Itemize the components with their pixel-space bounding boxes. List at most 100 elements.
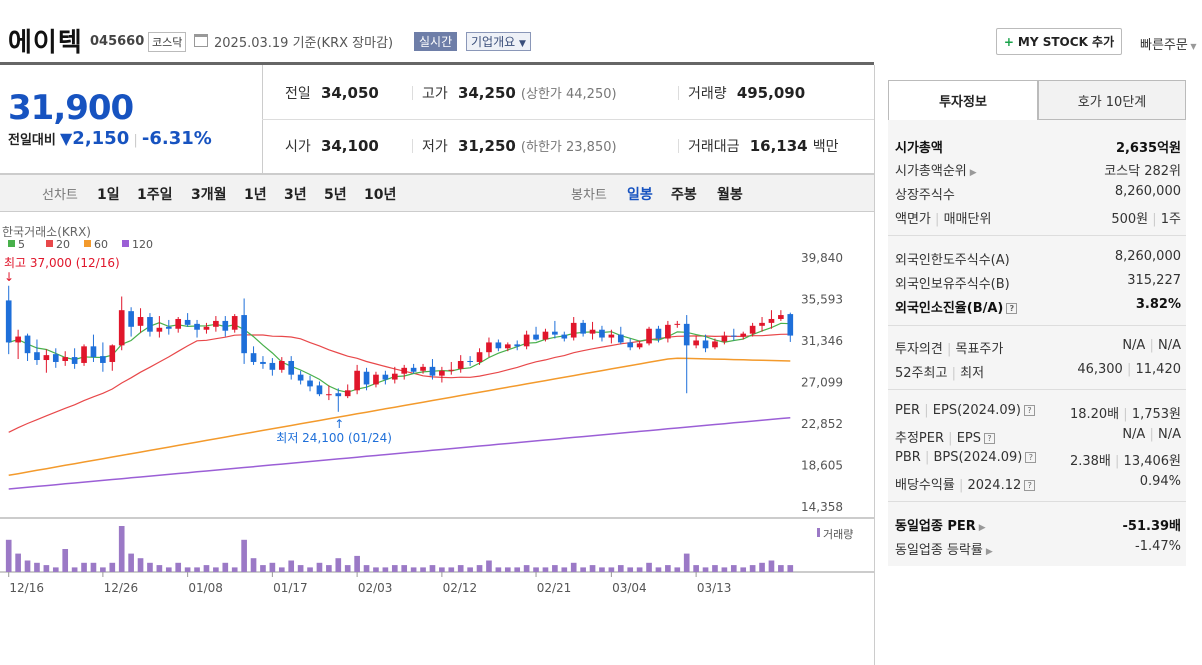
industry-change-row[interactable]: 동일업종 등락률 ▶ -1.47% (895, 539, 1181, 558)
candle-body (608, 334, 615, 338)
volume-bar (589, 565, 596, 572)
volume-bar (278, 567, 285, 572)
stat-divider (678, 139, 679, 153)
current-price: 31,900 (8, 88, 134, 128)
period-bar (0, 174, 874, 212)
volume-bar (62, 549, 69, 572)
candle-body (137, 317, 144, 326)
x-tick-label: 02/12 (443, 581, 478, 595)
volume-bar (175, 562, 182, 572)
volume-bar (627, 567, 634, 572)
x-tick-label: 02/21 (537, 581, 572, 595)
candle-body (250, 353, 257, 362)
candle-body (476, 352, 483, 362)
volume-bar (504, 567, 511, 572)
candle-body (655, 328, 662, 339)
y-tick-label: 27,099 (801, 376, 843, 390)
open-price: 시가 34,100 (285, 137, 379, 155)
y-tick-label: 18,605 (801, 459, 843, 473)
legend-label: 20 (56, 238, 70, 251)
candle-weekly[interactable]: 주봉 (671, 187, 697, 203)
candle-body (43, 355, 50, 361)
quick-order-button[interactable]: 빠른주문 ▼ (1140, 34, 1197, 53)
tab-invest-info[interactable]: 투자정보 (888, 80, 1038, 120)
volume-bar (721, 567, 728, 572)
foreign-limit-row: 외국인한도주식수(A) 8,260,000 (895, 249, 1181, 268)
chevron-right-icon: ▶ (969, 168, 977, 178)
par-row: 액면가 | 매매단위 500원 | 1주 (895, 212, 1181, 227)
add-mystock-button[interactable]: + MY STOCK 추가 (996, 28, 1122, 55)
candle-body (34, 352, 40, 361)
calendar-icon (194, 34, 208, 47)
volume-bar (260, 565, 266, 572)
candle-body (693, 340, 699, 346)
help-icon[interactable]: ? (984, 433, 995, 444)
volume-bar (391, 565, 398, 572)
volume-bar (222, 562, 229, 572)
candle-body (373, 374, 379, 385)
candle-body (467, 360, 473, 362)
tab-hoga[interactable]: 호가 10단계 (1038, 80, 1186, 120)
x-tick-label: 01/08 (188, 581, 223, 595)
legend-swatch (8, 240, 15, 247)
period-1d[interactable]: 1일 (97, 187, 120, 203)
candle-body (570, 322, 577, 338)
stat-divider (678, 86, 679, 100)
volume-bar (448, 567, 455, 572)
period-5y[interactable]: 5년 (324, 187, 347, 203)
industry-per-row[interactable]: 동일업종 PER ▶ -51.39배 (895, 519, 1181, 534)
stat-divider (412, 86, 413, 100)
x-tick-label: 02/03 (358, 581, 393, 595)
price-chart[interactable]: 39,840 35,593 31,346 27,099 22,852 18,605 14,3… (0, 212, 874, 602)
volume-bar (5, 539, 12, 572)
volume-bar (533, 567, 539, 572)
volume-bar (617, 565, 624, 572)
help-icon[interactable]: ? (1024, 480, 1036, 491)
candle-body (307, 380, 313, 387)
candle-monthly[interactable]: 월봉 (717, 187, 743, 203)
candle-body (542, 331, 549, 340)
chevron-right-icon: ▶ (978, 523, 986, 533)
period-1w[interactable]: 1주일 (137, 187, 173, 203)
candle-body (231, 316, 238, 330)
candle-body (5, 300, 12, 343)
volume-bar (52, 567, 59, 572)
volume-bar (90, 562, 97, 572)
prev-close: 전일 34,050 (285, 84, 379, 102)
est-per-row: 추정PER | EPS? N/A | N/A (895, 427, 1181, 446)
candle-daily[interactable]: 일봉 (627, 187, 653, 203)
volume-legend-swatch (817, 528, 820, 537)
company-overview-dropdown[interactable]: 기업개요 ▼ (466, 32, 531, 51)
candle-body (683, 323, 690, 346)
pbr-row: PBR | BPS(2024.09)? 2.38배 | 13,406원 (895, 450, 1181, 469)
candle-body (326, 394, 332, 396)
add-mystock-label: MY STOCK 추가 (1017, 35, 1115, 49)
help-icon[interactable]: ? (1006, 303, 1018, 314)
realtime-badge[interactable]: 실시간 (414, 32, 458, 51)
volume-bar (787, 565, 794, 572)
period-1y[interactable]: 1년 (244, 187, 267, 203)
volume-bar (495, 567, 502, 572)
help-icon[interactable]: ? (1025, 452, 1037, 463)
market-cap-row: 시가총액 2,635억원 (895, 141, 1181, 156)
invest-info-panel (888, 120, 1186, 566)
chart-source-label: 한국거래소(KRX) (2, 225, 91, 239)
candle-body (448, 369, 455, 371)
candle-body (552, 331, 558, 335)
candle-body (52, 354, 59, 362)
period-3m[interactable]: 3개월 (191, 187, 227, 203)
period-3y[interactable]: 3년 (284, 187, 307, 203)
volume-bar (542, 567, 549, 572)
candle-body (147, 317, 153, 332)
chevron-down-icon: ▼ (1187, 42, 1197, 51)
rank-row[interactable]: 시가총액순위 ▶ 코스닥 282위 (895, 164, 1181, 179)
period-10y[interactable]: 10년 (364, 187, 397, 203)
price-block-bottom (0, 173, 874, 174)
volume-bar (137, 558, 144, 572)
help-icon[interactable]: ? (1023, 405, 1035, 416)
candle-body (260, 361, 266, 364)
candle-body (354, 370, 360, 391)
down-arrow-icon: ▼ (59, 129, 73, 148)
candle-body (495, 342, 502, 349)
volume-bar (109, 562, 116, 572)
